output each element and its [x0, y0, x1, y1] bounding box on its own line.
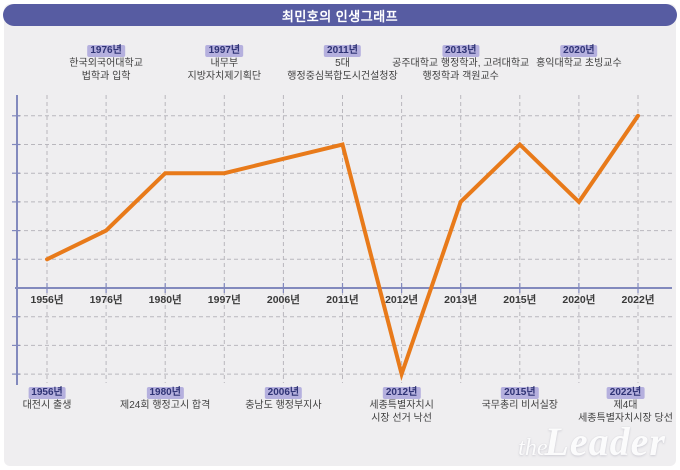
x-axis-label: 2022년 [621, 293, 654, 306]
x-axis-label: 2020년 [562, 293, 595, 306]
watermark-leader: Leader [544, 419, 666, 464]
watermark-logo: theLeader [518, 422, 666, 462]
x-axis-label: 2015년 [503, 293, 536, 306]
x-axis-label: 1956년 [30, 293, 63, 306]
x-axis-label: 1980년 [149, 293, 182, 306]
x-axis-label: 2006년 [267, 293, 300, 306]
page-title: 최민호의 인생그래프 [281, 8, 399, 24]
x-axis-label: 1997년 [208, 293, 241, 306]
x-axis-label: 2012년 [385, 293, 418, 306]
x-axis-label: 2011년 [326, 293, 358, 306]
title-bar: 최민호의 인생그래프 [3, 4, 677, 26]
panel-background [4, 4, 676, 466]
x-axis-label: 1976년 [90, 293, 123, 306]
x-axis-label: 2013년 [444, 293, 477, 306]
life-line [45, 113, 640, 382]
watermark-the: the [518, 435, 548, 461]
